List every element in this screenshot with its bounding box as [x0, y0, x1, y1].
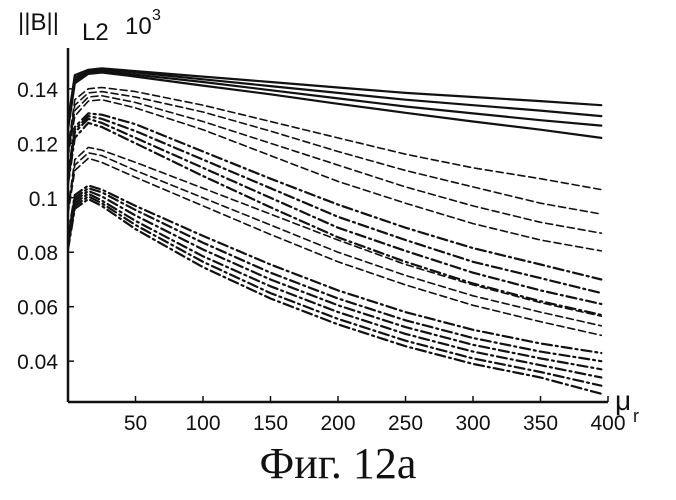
y-tick-label: 0.08 [17, 242, 58, 265]
series-layer [68, 68, 601, 393]
y-axis-label-sub: L2 [82, 19, 109, 46]
x-tick-label: 250 [388, 412, 423, 435]
y-tick-label: 0.06 [17, 297, 58, 320]
x-tick-label: 350 [523, 412, 558, 435]
series-line-15 [68, 158, 601, 335]
figure-caption: Фиг. 12a [0, 438, 676, 489]
y-tick-label: 0.14 [17, 79, 58, 102]
x-tick-label: 300 [455, 412, 490, 435]
x-axis-label-main: μ [615, 385, 631, 416]
y-tick-label: 0.12 [17, 133, 58, 156]
y-axis-scale: 10 [125, 13, 152, 40]
y-tick-label: 0.04 [17, 351, 58, 374]
x-tick-label: 50 [124, 412, 147, 435]
x-tick-label: 150 [253, 412, 288, 435]
ticks-layer: 501001502002503003504000.040.060.080.10.… [17, 79, 625, 435]
series-line-16 [68, 186, 601, 354]
y-axis-scale-exponent: 3 [152, 7, 161, 24]
y-axis-label: ||B|| L2 10 3 [18, 7, 161, 46]
y-tick-label: 0.1 [29, 188, 58, 211]
series-line-17 [68, 188, 601, 361]
series-line-9 [68, 113, 601, 279]
x-tick-label: 100 [185, 412, 220, 435]
series-line-18 [68, 191, 601, 369]
series-line-10 [68, 116, 601, 293]
x-axis-label-sub: r [633, 406, 639, 426]
x-tick-label: 200 [320, 412, 355, 435]
series-line-20 [68, 196, 601, 385]
y-axis-label-main: ||B|| [18, 9, 59, 36]
